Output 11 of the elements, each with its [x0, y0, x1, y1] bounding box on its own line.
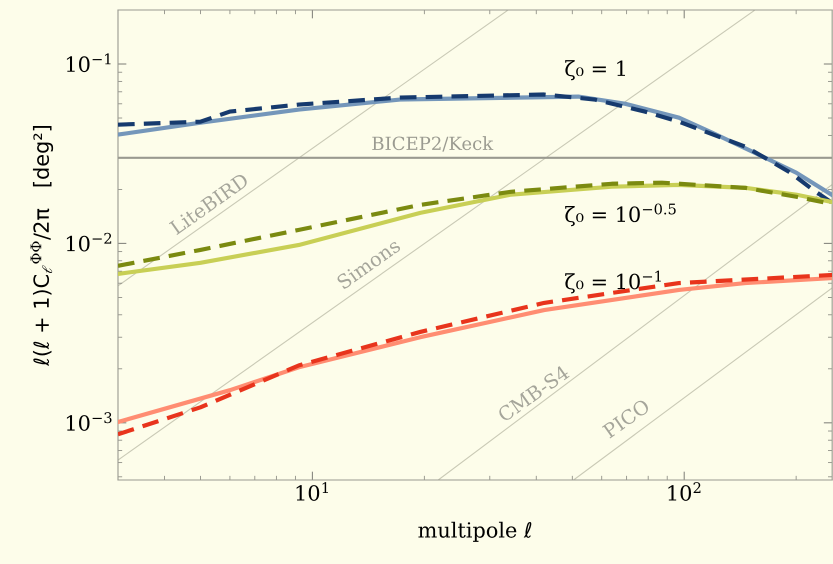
annotation: ζ₀ = 10$^{−0.5}$: [565, 203, 676, 226]
x-tick-label: 10$^{1}$: [296, 482, 328, 501]
y-tick-label: 10$^{−1}$: [66, 53, 111, 72]
y-tick-label: 10$^{−3}$: [66, 412, 112, 431]
y-tick-label: 10$^{−2}$: [66, 232, 112, 252]
x-tick-label: 10$^{2}$: [668, 482, 700, 501]
annotation: ζ₀ = 10$^{−1}$: [565, 270, 661, 294]
annotation: ζ₀ = 1: [565, 60, 625, 80]
y-axis-title: ℓ(ℓ + 1)C$_{ℓ}$$^{ΦΦ}$/2π [deg²]: [30, 126, 54, 366]
ref-line-label: BICEP2/Keck: [372, 136, 494, 152]
x-axis-title: multipole ℓ: [418, 522, 532, 542]
